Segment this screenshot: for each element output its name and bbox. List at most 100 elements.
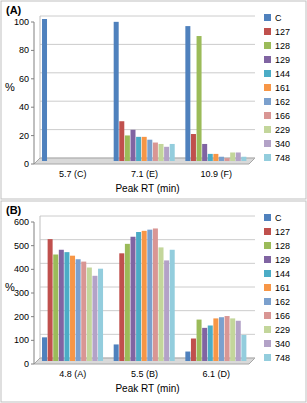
bar: [197, 36, 202, 161]
x-tick-label: 5.5 (B): [131, 369, 158, 379]
bar: [208, 154, 213, 161]
y-tick-label: 600: [14, 217, 29, 227]
legend-swatch: [264, 284, 271, 291]
bar: [236, 321, 241, 361]
legend-swatch: [264, 126, 271, 133]
grid-line: [40, 72, 255, 73]
legend-swatch: [264, 270, 271, 277]
legend-swatch: [264, 298, 271, 305]
legend-label: 127: [275, 227, 290, 237]
bar: [230, 152, 235, 161]
back-wall-edge: [40, 16, 41, 158]
legend-swatch: [264, 70, 271, 77]
panel-frame: [1, 1, 306, 199]
legend-swatch: [264, 56, 271, 63]
bar: [92, 161, 97, 162]
legend-swatch: [264, 354, 271, 361]
legend-label: C: [275, 213, 282, 223]
bar: [59, 250, 64, 361]
bar: [213, 318, 218, 361]
bar: [170, 144, 175, 161]
bar: [125, 135, 130, 161]
panel: (A)%0204060801005.7 (C)7.1 (E)10.9 (F)Pe…: [1, 1, 306, 199]
grid-line: [40, 101, 255, 102]
legend-swatch: [264, 140, 271, 147]
grid-line: [40, 16, 255, 17]
x-tick-label: 10.9 (F): [200, 169, 232, 179]
y-tick-label: 60: [19, 74, 29, 84]
bar: [153, 143, 158, 161]
bar: [236, 152, 241, 161]
legend-label: 129: [275, 255, 290, 265]
bar: [98, 161, 103, 162]
bar: [213, 154, 218, 161]
y-axis: [34, 22, 35, 164]
bar: [119, 253, 124, 361]
legend-label: 748: [275, 353, 290, 363]
figure: (A)%0204060801005.7 (C)7.1 (E)10.9 (F)Pe…: [0, 0, 307, 403]
bar: [42, 337, 47, 361]
y-tick-label: 200: [14, 312, 29, 322]
bar: [130, 130, 135, 161]
bar: [70, 161, 75, 162]
legend-swatch: [264, 214, 271, 221]
bar: [197, 320, 202, 361]
bar: [241, 335, 246, 361]
legend-label: C: [275, 13, 282, 23]
bar: [219, 157, 224, 161]
legend-label: 144: [275, 269, 290, 279]
x-label: Peak RT (min): [115, 383, 179, 394]
bar: [114, 344, 119, 361]
bar: [64, 252, 69, 361]
bar: [87, 268, 92, 361]
legend-label: 128: [275, 241, 290, 251]
bar: [81, 161, 86, 162]
legend-label: 162: [275, 297, 290, 307]
title: (B): [6, 204, 22, 216]
bar: [159, 247, 164, 361]
legend-swatch: [264, 42, 271, 49]
legend-swatch: [264, 14, 271, 21]
legend-label: 340: [275, 139, 290, 149]
bar: [136, 232, 141, 361]
bar: [48, 161, 53, 162]
x-tick-label: 5.7 (C): [59, 169, 87, 179]
y-tick-label: 0: [24, 359, 29, 369]
bar: [48, 239, 53, 361]
bar: [53, 161, 58, 162]
y-tick-label: 40: [19, 102, 29, 112]
legend-swatch: [264, 228, 271, 235]
bar: [119, 121, 124, 161]
bar: [98, 269, 103, 361]
legend-swatch: [264, 242, 271, 249]
legend-label: 229: [275, 325, 290, 335]
legend-label: 128: [275, 41, 290, 51]
legend-swatch: [264, 112, 271, 119]
bar: [147, 230, 152, 361]
legend-swatch: [264, 256, 271, 263]
bars: [42, 19, 246, 161]
legend-swatch: [264, 28, 271, 35]
x-tick-label: 4.8 (A): [59, 369, 86, 379]
bar: [191, 339, 196, 361]
legend-label: 162: [275, 97, 290, 107]
bar: [76, 161, 81, 162]
x-tick-label: 7.1 (E): [131, 169, 158, 179]
bar: [185, 26, 190, 161]
bar: [170, 250, 175, 361]
title: (A): [6, 4, 22, 16]
bar: [202, 328, 207, 361]
y-tick-label: 500: [14, 241, 29, 251]
bar: [59, 161, 64, 162]
y-tick-label: 100: [14, 335, 29, 345]
grid-line: [40, 44, 255, 45]
legend-label: 340: [275, 339, 290, 349]
bar: [230, 318, 235, 361]
bar: [241, 157, 246, 161]
bar: [87, 161, 92, 162]
y-label: %: [5, 81, 15, 93]
bar: [147, 140, 152, 161]
bar: [208, 326, 213, 362]
bar: [70, 256, 75, 361]
bar: [64, 161, 69, 162]
